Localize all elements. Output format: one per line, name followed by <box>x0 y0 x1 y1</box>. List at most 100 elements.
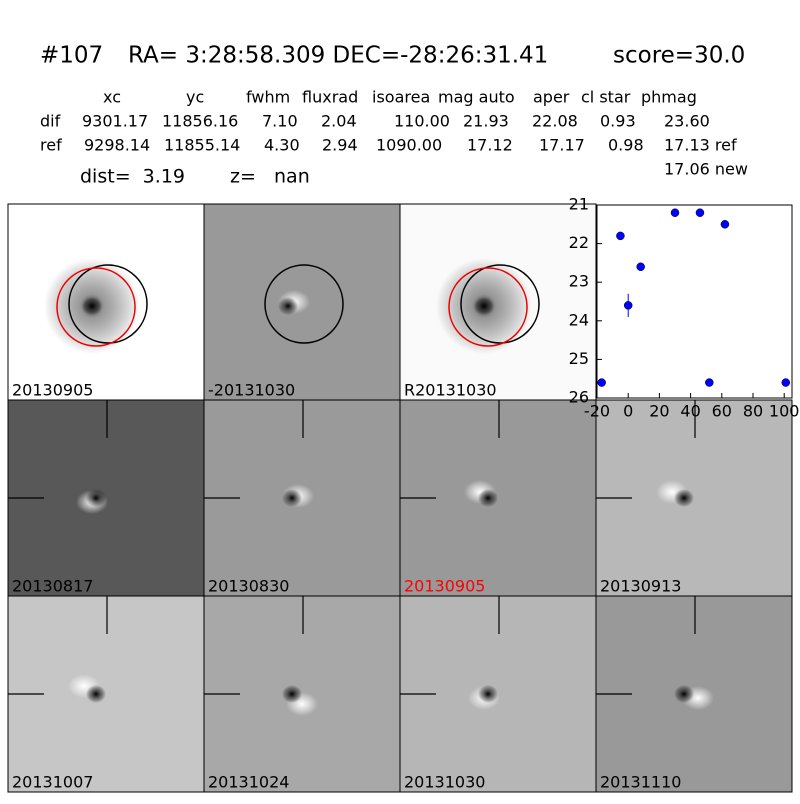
light-curve: 21 22 23 24 25 26-20 0 20 40 60 80 100 <box>569 195 800 421</box>
table-cell: 11855.14 <box>164 136 240 155</box>
image-panel: 20130905 <box>7 203 205 401</box>
table-cell: dif <box>40 112 61 131</box>
panels: 20130905 -20131030 R20131030 20130817 201308… <box>7 203 793 793</box>
table-cell: 2.94 <box>322 136 358 155</box>
x-tick-label: 20 <box>649 402 669 421</box>
dark-core <box>674 685 694 703</box>
y-tick-label: 22 <box>569 233 589 252</box>
image-panel: 20131110 <box>595 595 793 793</box>
table-cell: 17.12 <box>467 136 513 155</box>
dist: dist= 3.19 <box>80 166 185 188</box>
point <box>636 262 645 272</box>
image-panel: 20130830 <box>203 399 401 597</box>
column-header: aper <box>533 88 570 107</box>
dark-core <box>474 297 494 315</box>
z: z= nan <box>230 166 310 188</box>
table-cell: 7.10 <box>262 112 298 131</box>
column-header: xc <box>103 88 121 107</box>
table-cell: 9301.17 <box>82 112 148 131</box>
table-cell: 17.17 <box>539 136 585 155</box>
plot-area <box>596 204 793 399</box>
point <box>670 208 680 217</box>
column-header: mag auto <box>438 88 515 107</box>
image-panel: 20131024 <box>203 595 401 793</box>
x-tick-label: 60 <box>712 402 732 421</box>
panel-label: -20131030 <box>208 381 295 400</box>
table-cell: 17.13 ref <box>664 136 737 155</box>
image-panel: -20131030 <box>203 203 401 401</box>
dark-core <box>86 685 106 703</box>
column-header: isoarea <box>372 88 430 107</box>
panel-label: 20130817 <box>12 577 93 596</box>
column-header: fluxrad <box>302 88 358 107</box>
table-cell: 23.60 <box>664 112 710 131</box>
aperture <box>264 264 344 344</box>
x-tick-label: 80 <box>743 402 763 421</box>
y-tick-label: 21 <box>569 195 589 214</box>
point <box>695 208 705 217</box>
aperture <box>68 264 148 344</box>
object-id: #107 <box>40 43 103 69</box>
dark-core <box>674 489 694 507</box>
x-tick-label: 0 <box>623 402 633 421</box>
table-cell: 0.98 <box>608 136 644 155</box>
x-tick-label: 40 <box>680 402 700 421</box>
panel-label: 20131110 <box>600 773 681 792</box>
table-cell: 9298.14 <box>84 136 150 155</box>
table-cell: ref <box>40 136 62 155</box>
dark-core <box>282 489 302 507</box>
table-cell: 21.93 <box>463 112 509 131</box>
panel-label: 20130913 <box>600 577 681 596</box>
point <box>720 220 730 229</box>
dark-core <box>478 489 498 507</box>
dark-core <box>82 297 102 315</box>
panel-label: 20130830 <box>208 577 289 596</box>
image-panel: 20130913 <box>595 399 793 597</box>
table: xc yc fwhm fluxrad isoarea mag auto aper cl sta… <box>40 88 737 155</box>
table-cell: 110.00 <box>394 112 450 131</box>
point <box>597 378 606 387</box>
dark-core <box>478 685 498 703</box>
dark-core <box>278 297 298 315</box>
image-panel: 20130905 <box>399 399 597 597</box>
image-panel: 20131030 <box>399 595 597 793</box>
column-header: fwhm <box>246 88 290 107</box>
table-cell: 4.30 <box>264 136 300 155</box>
ref-aperture <box>56 267 136 347</box>
x-tick-label: -20 <box>584 402 610 421</box>
panel-label: 20131007 <box>12 773 93 792</box>
point <box>623 301 633 310</box>
table-cell: 1090.00 <box>376 136 442 155</box>
y-tick-label: 25 <box>569 349 589 368</box>
image-panel: 20131007 <box>7 595 205 793</box>
table-cell: 2.04 <box>321 112 357 131</box>
panel-label: 20131030 <box>404 773 485 792</box>
dark-core <box>86 489 106 507</box>
ref-aperture <box>448 267 528 347</box>
y-tick-label: 24 <box>569 310 589 329</box>
column-header: cl star <box>581 88 631 107</box>
table-cell: 11856.16 <box>162 112 238 131</box>
y-tick-label: 26 <box>569 388 589 407</box>
coordinates: RA= 3:28:58.309 DEC=-28:26:31.41 <box>128 43 548 69</box>
point <box>705 378 714 387</box>
score: score=30.0 <box>613 43 745 69</box>
point <box>781 378 791 387</box>
x-tick-label: 100 <box>769 402 800 421</box>
panel-label: R20131030 <box>404 381 497 400</box>
panel-label: 20130905 <box>12 381 93 400</box>
aperture <box>460 264 540 344</box>
column-header: yc <box>186 88 204 107</box>
table-cell: 22.08 <box>532 112 578 131</box>
dark-core <box>282 685 302 703</box>
table-note: 17.06 new <box>664 160 748 179</box>
point <box>616 231 625 241</box>
column-header: phmag <box>641 88 697 107</box>
table-cell: 0.93 <box>600 112 636 131</box>
image-panel: 20130817 <box>7 399 205 597</box>
panel-label: 20131024 <box>208 773 289 792</box>
y-tick-label: 23 <box>569 272 589 291</box>
image-panel: R20131030 <box>399 203 597 401</box>
panel-label: 20130905 <box>404 577 485 596</box>
